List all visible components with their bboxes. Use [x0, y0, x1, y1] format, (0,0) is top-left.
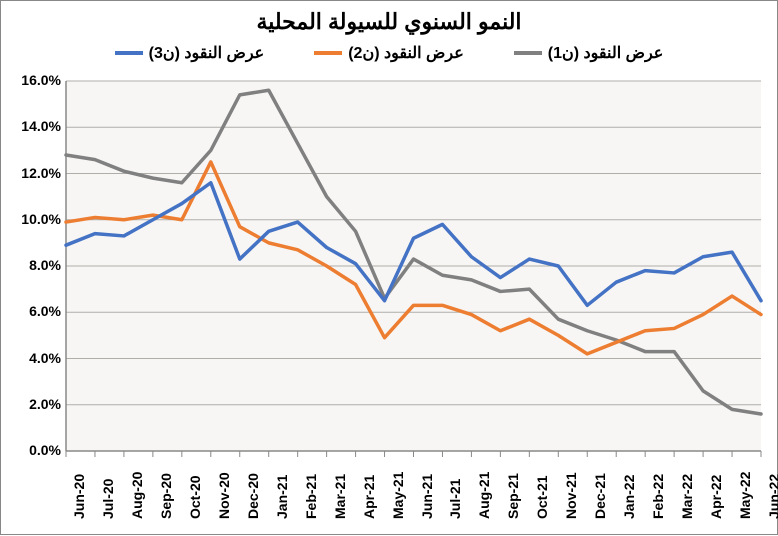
x-axis-label: Feb-22: [650, 474, 666, 519]
chart-container: النمو السنوي للسيولة المحلية عرض النقود …: [0, 0, 778, 535]
y-axis-label: 8.0%: [11, 257, 61, 273]
y-axis-label: 0.0%: [11, 442, 61, 458]
x-axis-label: Apr-21: [361, 475, 377, 519]
x-axis-label: Aug-20: [129, 472, 145, 519]
y-axis-label: 2.0%: [11, 396, 61, 412]
y-axis-label: 10.0%: [11, 211, 61, 227]
x-axis-label: Oct-20: [187, 475, 203, 519]
x-axis-label: Oct-21: [534, 475, 550, 519]
x-axis-label: Jun-21: [419, 474, 435, 519]
x-axis-label: Jul-21: [447, 479, 463, 519]
x-axis-label: Sep-20: [158, 473, 174, 519]
x-axis-label: Mar-21: [332, 474, 348, 519]
x-axis-label: Apr-22: [708, 475, 724, 519]
y-axis-label: 16.0%: [11, 72, 61, 88]
x-axis-label: Jan-22: [621, 475, 637, 519]
x-axis-label: Jun-20: [71, 474, 87, 519]
x-axis-label: Feb-21: [303, 474, 319, 519]
x-axis-label: Nov-21: [563, 472, 579, 519]
y-axis-label: 4.0%: [11, 350, 61, 366]
x-axis-label: Aug-21: [476, 472, 492, 519]
x-axis-label: Jun-22: [766, 474, 778, 519]
y-axis-label: 6.0%: [11, 303, 61, 319]
x-axis-label: Sep-21: [505, 473, 521, 519]
x-axis-label: Dec-21: [592, 473, 608, 519]
x-axis-label: Dec-20: [245, 473, 261, 519]
x-axis-label: Nov-20: [216, 472, 232, 519]
x-axis-label: May-22: [737, 472, 753, 519]
x-axis-label: May-21: [390, 472, 406, 519]
x-axis-label: Mar-22: [679, 474, 695, 519]
x-axis-label: Jan-21: [274, 475, 290, 519]
y-axis-label: 14.0%: [11, 118, 61, 134]
x-axis-label: Jul-20: [100, 479, 116, 519]
chart-svg: [1, 1, 778, 536]
y-axis-label: 12.0%: [11, 165, 61, 181]
